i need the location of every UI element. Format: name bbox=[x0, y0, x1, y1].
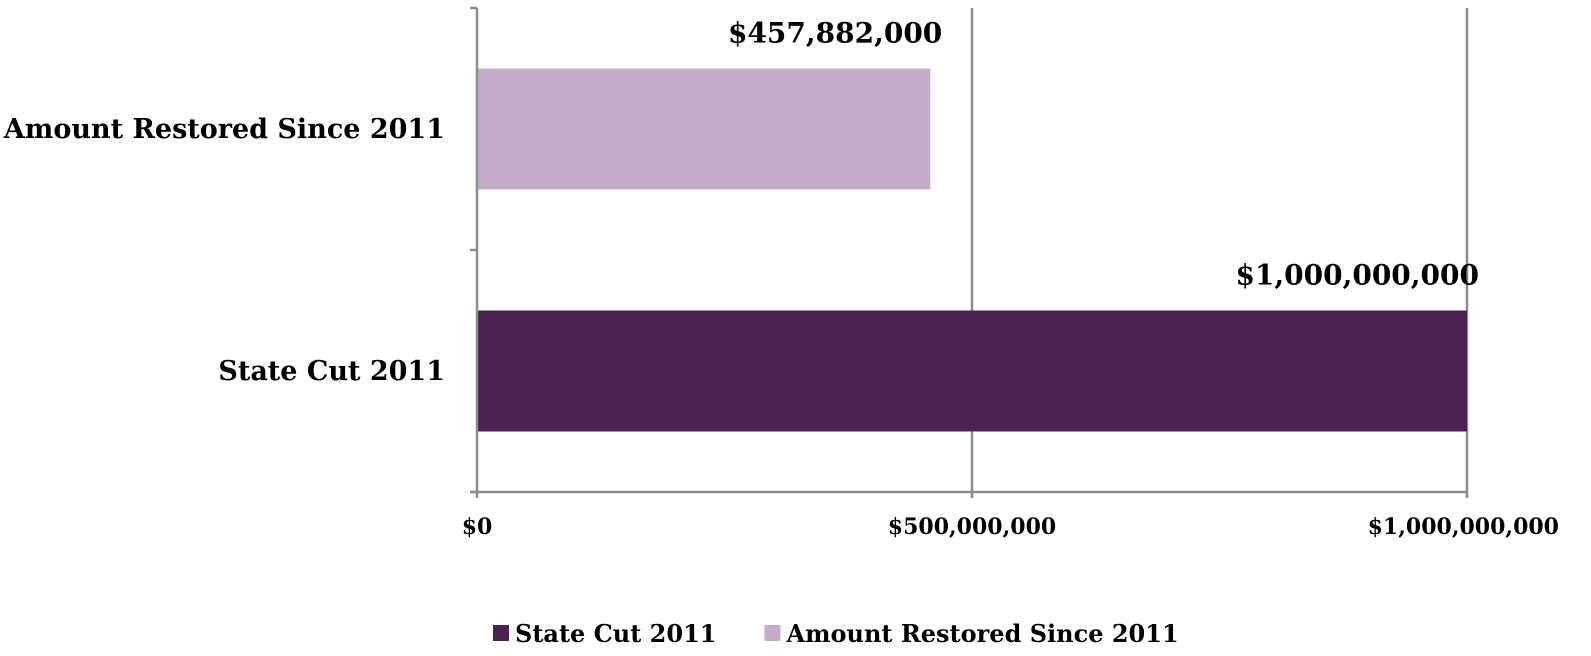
legend-item-1: Amount Restored Since 2011 bbox=[764, 619, 1179, 648]
x-tick-label-1: $500,000,000 bbox=[888, 514, 1056, 540]
bar-amount-restored-since-2011 bbox=[477, 68, 931, 190]
category-label-1: State Cut 2011 bbox=[218, 356, 445, 387]
bar-state-cut-2011 bbox=[477, 310, 1467, 432]
x-tick-label-0: $0 bbox=[462, 514, 493, 540]
x-tick-label-2: $1,000,000,000 bbox=[1368, 514, 1559, 540]
legend-label-0: State Cut 2011 bbox=[515, 619, 716, 648]
legend: State Cut 2011 Amount Restored Since 2011 bbox=[493, 619, 1179, 648]
bars bbox=[477, 68, 1467, 432]
legend-swatch-1 bbox=[764, 625, 781, 641]
legend-label-1: Amount Restored Since 2011 bbox=[785, 619, 1178, 648]
category-label-0: Amount Restored Since 2011 bbox=[3, 114, 445, 145]
legend-swatch-0 bbox=[493, 625, 509, 641]
data-label-1: $1,000,000,000 bbox=[1235, 259, 1479, 292]
data-label-0: $457,882,000 bbox=[728, 17, 942, 50]
axes bbox=[470, 6, 1469, 498]
legend-item-0: State Cut 2011 bbox=[493, 619, 716, 648]
labels: $1,000,000,000 $457,882,000 Amount Restore… bbox=[3, 17, 1559, 541]
